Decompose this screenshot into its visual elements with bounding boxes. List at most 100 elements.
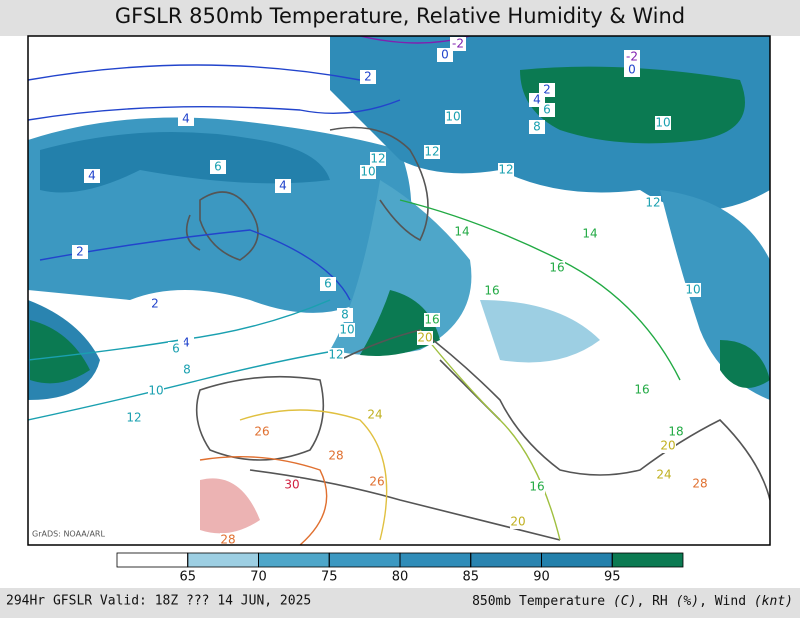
- footer-right: 850mb Temperature (C), RH (%), Wind (knt…: [472, 594, 793, 609]
- colorbar-label: 80: [392, 570, 409, 585]
- contour-label-bg: [624, 63, 640, 77]
- colorbar-label: 90: [533, 570, 550, 585]
- contour-label-bg: [529, 120, 545, 134]
- contour-label: 8: [533, 120, 541, 134]
- contour-label: 16: [424, 313, 439, 327]
- contour-label-bg: [692, 477, 708, 491]
- map: -20 -202446422468101224681012101212121414…: [27, 35, 771, 547]
- footer-part: (knt): [754, 594, 793, 609]
- contour-label-bg: [126, 411, 142, 425]
- contour-label: 20: [660, 439, 675, 453]
- contour-label: 2: [364, 70, 372, 84]
- colorbar-bin: [611, 552, 684, 568]
- contour-label: 16: [634, 383, 649, 397]
- contour-label-bg: [529, 480, 545, 494]
- contour-label: 6: [543, 103, 551, 117]
- contour-label-bg: [367, 408, 383, 422]
- humidity-fill: [28, 36, 770, 534]
- contour-label-bg: [655, 116, 671, 130]
- contour-label: 10: [360, 165, 375, 179]
- contour-label: 12: [645, 196, 660, 210]
- footer-part: (C): [613, 594, 636, 609]
- contour-label: 4: [88, 169, 96, 183]
- contour-label-bg: [254, 425, 270, 439]
- contour-label-bg: [510, 515, 526, 529]
- contour-label: 12: [126, 411, 141, 425]
- colorbar-label: 85: [462, 570, 479, 585]
- contour-label: 24: [367, 408, 382, 422]
- contour-label: 10: [445, 110, 460, 124]
- contour-label: 16: [529, 480, 544, 494]
- contour-label-bg: [660, 439, 676, 453]
- contour-label-bg: [328, 348, 344, 362]
- colorbar-label: 75: [321, 570, 338, 585]
- contour-label-bg: [645, 196, 661, 210]
- contour-label-bg: [147, 297, 163, 311]
- contour-label-bg: [369, 475, 385, 489]
- colorbar-bin: [399, 552, 472, 568]
- contour-label: 4: [533, 93, 541, 107]
- contour-label: 16: [484, 284, 499, 298]
- contour-label: 6: [214, 160, 222, 174]
- contour-label: 24: [656, 468, 671, 482]
- contour-label: 12: [498, 163, 513, 177]
- footer-part: , Wind: [699, 594, 754, 609]
- contour-label: 26: [254, 425, 269, 439]
- contour-label-bg: [337, 308, 353, 322]
- contour-label-bg: [634, 383, 650, 397]
- colorbar-bin: [328, 552, 401, 568]
- contour-label-bg: [220, 533, 236, 545]
- contour-label: 4: [182, 112, 190, 126]
- contour-label: 10: [148, 384, 163, 398]
- contour-label: 18: [668, 425, 683, 439]
- contour-label-bg: [437, 48, 453, 62]
- contour-label-bg: [179, 363, 195, 377]
- contour-label: 8: [341, 308, 349, 322]
- contour-label: -2: [626, 50, 638, 64]
- colorbar-bin: [187, 552, 259, 568]
- footer-left: 294Hr GFSLR Valid: 18Z ??? 14 JUN, 2025: [6, 594, 311, 609]
- contour-label: -2: [452, 37, 464, 51]
- contour-label: 4: [279, 179, 287, 193]
- contour-label-bg: [668, 425, 684, 439]
- contour-label-bg: [539, 103, 555, 117]
- colorbar-bin: [470, 552, 542, 568]
- contour-label: 20: [510, 515, 525, 529]
- contour-label: 28: [220, 533, 235, 547]
- contour-label: 10: [339, 323, 354, 337]
- contour-label-bg: [84, 169, 100, 183]
- credit: GrADS: NOAA/ARL: [32, 530, 105, 539]
- colorbar-bin: [541, 552, 613, 568]
- colorbar: 65 70 75 80 85 90 95: [116, 552, 684, 585]
- contour-label-bg: [210, 160, 226, 174]
- colorbar-label: 95: [604, 570, 621, 585]
- colorbar-label: 70: [250, 570, 267, 585]
- contour-label-bg: [178, 112, 194, 126]
- contour-label: 10: [655, 116, 670, 130]
- title-bar: [0, 0, 800, 36]
- contour-label-bg: [498, 163, 514, 177]
- contour-label-bg: [417, 331, 433, 345]
- contour-label-bg: [339, 323, 355, 337]
- contour-label-bg: [360, 165, 376, 179]
- contour-label: 30: [284, 478, 299, 492]
- contour-label: 8: [183, 363, 191, 377]
- contour-label: 20: [417, 331, 432, 345]
- contour-label: 10: [685, 283, 700, 297]
- contour-label-bg: [320, 277, 336, 291]
- title: GFSLR 850mb Temperature, Relative Humidi…: [115, 4, 685, 28]
- contour-label-bg: [168, 342, 184, 356]
- contour-label: 0: [441, 48, 449, 62]
- footer-part: 850mb Temperature: [472, 594, 613, 609]
- contour-label-bg: [656, 468, 672, 482]
- contour-label-bg: [284, 478, 300, 492]
- footer-part: (%): [676, 594, 699, 609]
- contour-label: 4: [182, 336, 190, 350]
- colorbar-bin: [258, 552, 330, 568]
- contour-label: 28: [692, 477, 707, 491]
- contour-label: 0: [628, 63, 636, 77]
- contour-label-bg: [424, 145, 440, 159]
- contour-label-bg: [582, 227, 598, 241]
- contour-label-bg: [328, 449, 344, 463]
